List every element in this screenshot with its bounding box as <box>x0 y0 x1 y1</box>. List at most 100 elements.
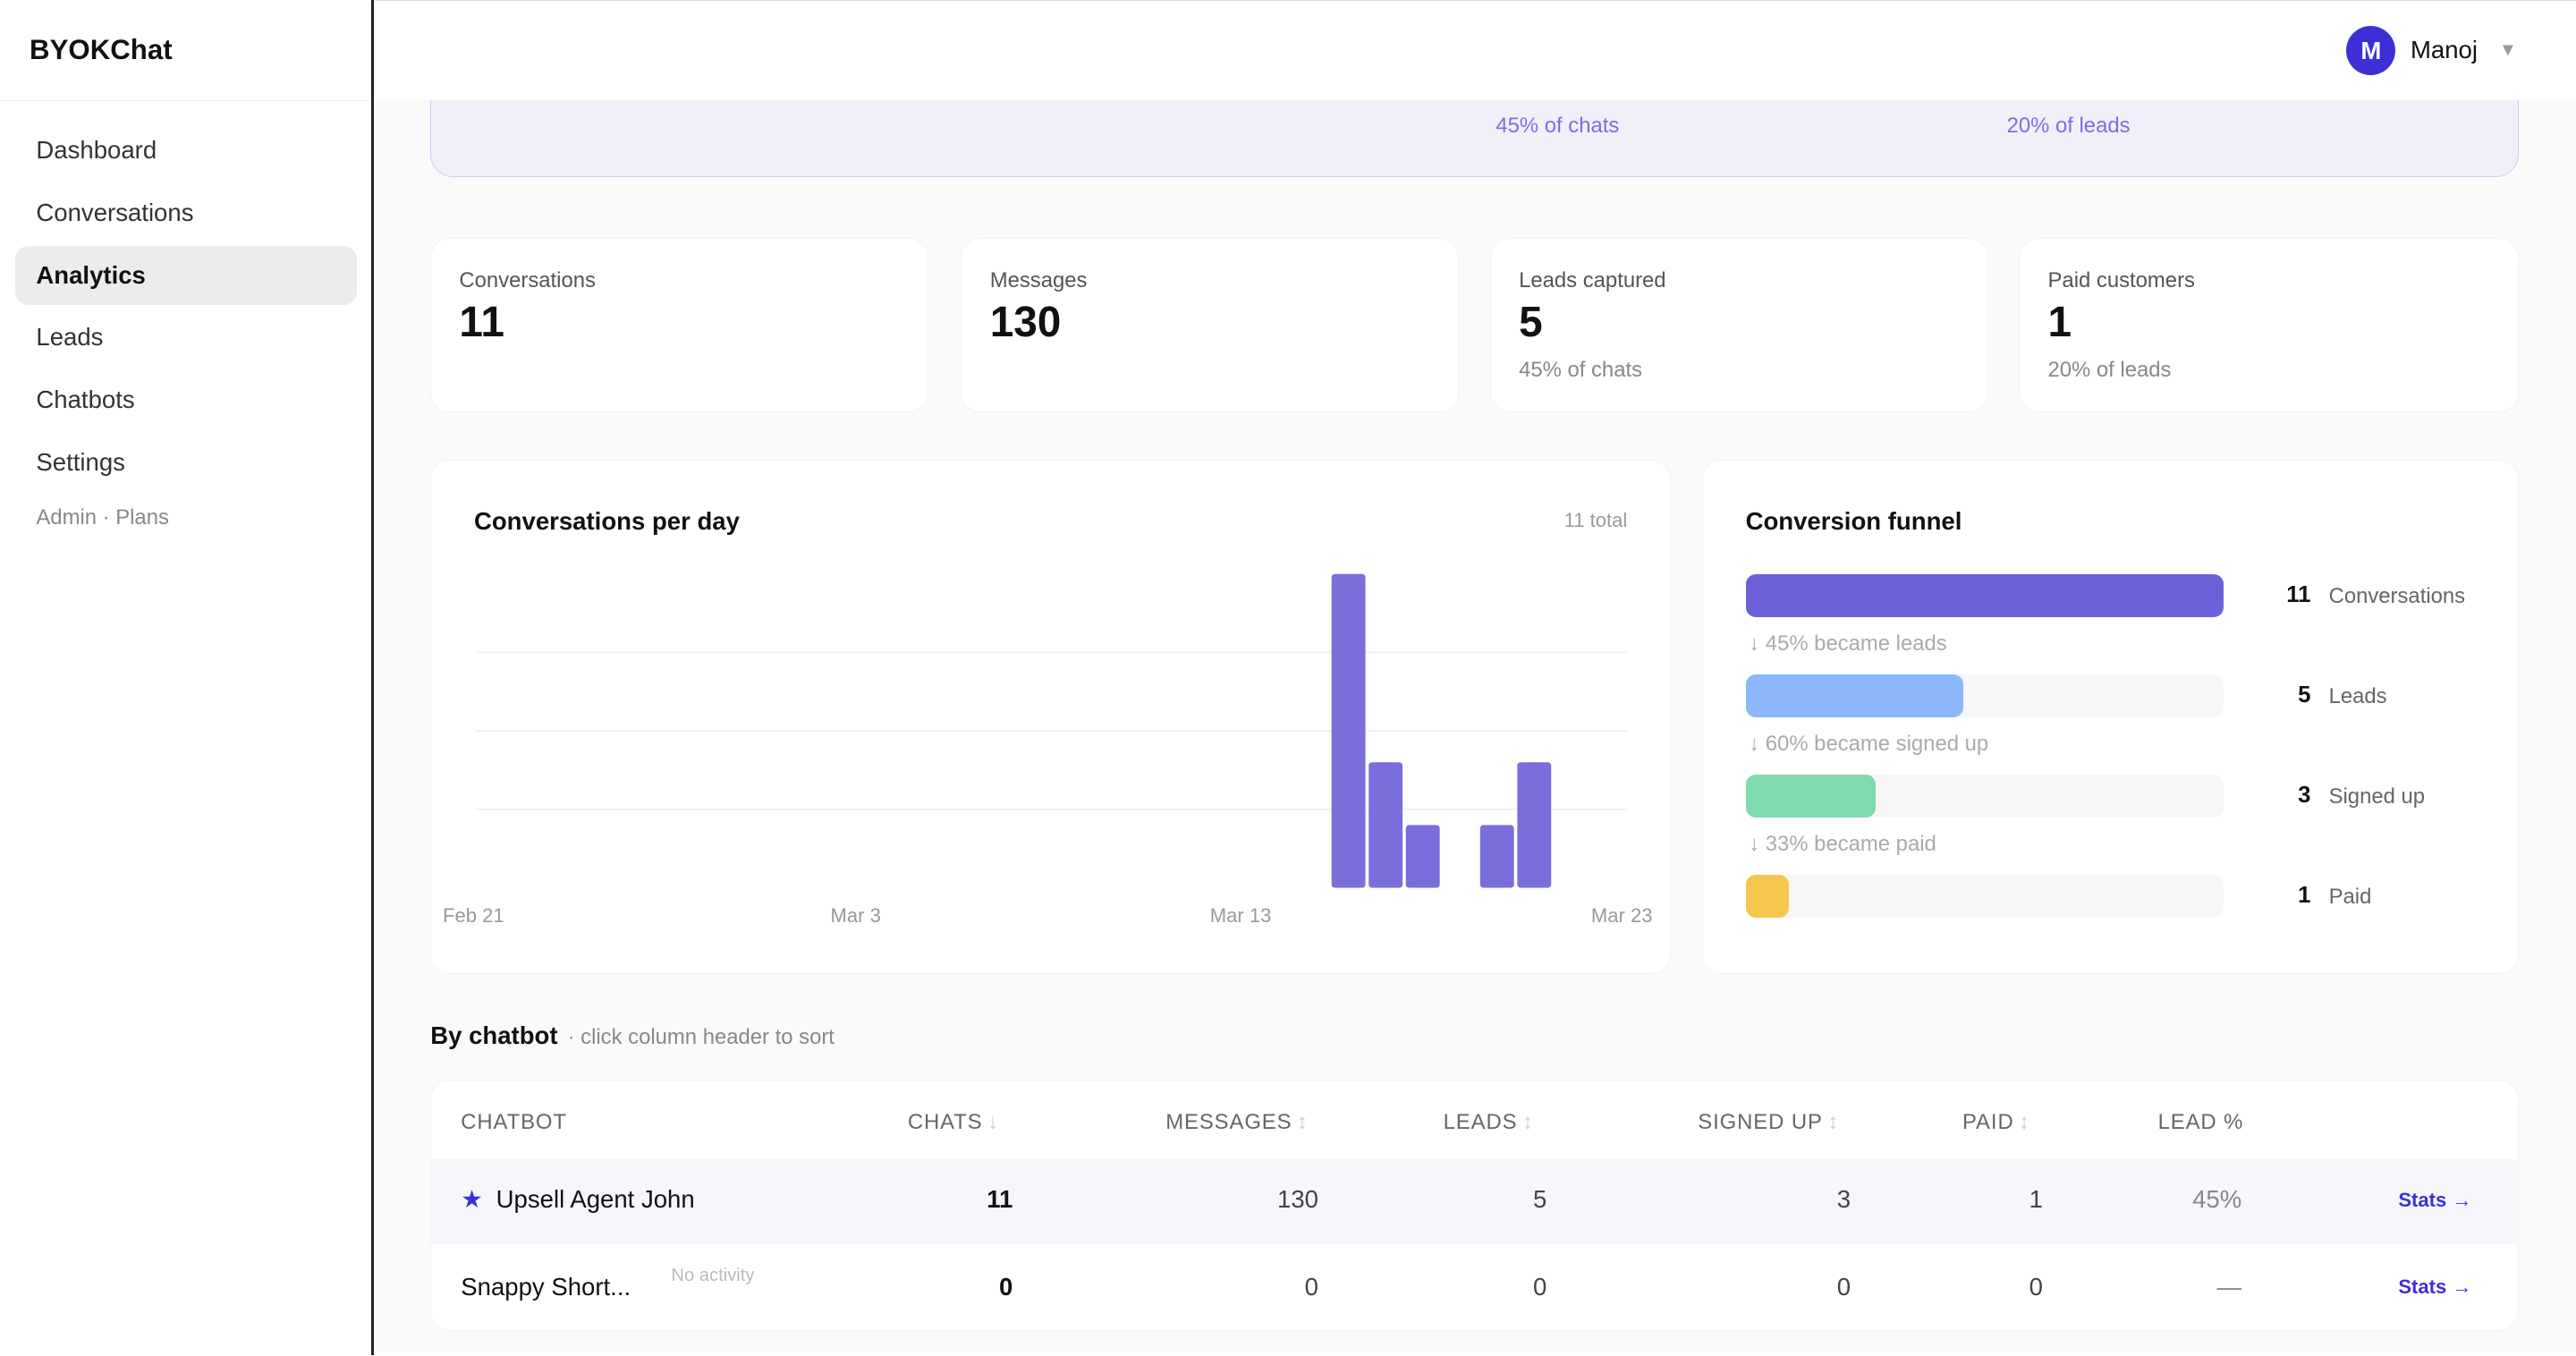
funnel-bar-fill <box>1745 674 1963 717</box>
funnel-note: ↓ 45% became leads <box>1749 631 1947 657</box>
header-label: SIGNED UP <box>1698 1109 1823 1134</box>
funnel-bar-track <box>1745 573 2224 617</box>
sidebar-item-conversations[interactable]: Conversations <box>36 198 194 226</box>
header-label: LEADS <box>1443 1109 1518 1134</box>
funnel-stage-name: Leads <box>2328 684 2387 709</box>
banner-paid-pct: 20% of leads <box>2006 113 2131 138</box>
x-tick-label: Mar 23 <box>1590 904 1653 928</box>
funnel-note: ↓ 33% became paid <box>1749 832 1936 857</box>
stats-link[interactable]: Stats → <box>2398 1188 2472 1211</box>
column-header-signed-up[interactable]: SIGNED UP ↕ <box>1698 1110 1839 1135</box>
funnel-count: 11 <box>2286 582 2311 608</box>
cell-paid: 0 <box>2029 1272 2043 1301</box>
section-title: By chatbot · click column header to sort <box>430 1021 835 1050</box>
stat-leads: Leads captured 5 45% of chats <box>1489 238 1988 413</box>
x-tick-label: Feb 21 <box>443 904 504 928</box>
cell-messages: 0 <box>1304 1272 1318 1301</box>
sort-arrow-icon: ↕ <box>1827 1109 1840 1134</box>
x-tick-label: Mar 13 <box>1209 904 1272 928</box>
chatbot-name: Snappy Short... <box>461 1272 631 1301</box>
sidebar-admin-plans[interactable]: Admin · Plans <box>36 504 169 530</box>
stats-link[interactable]: Stats → <box>2398 1275 2472 1299</box>
summary-banner: 45% of chats 20% of leads <box>430 100 2519 177</box>
chatbot-name: Upsell Agent John <box>496 1185 695 1214</box>
cell-chats: 0 <box>999 1272 1013 1301</box>
funnel-count: 1 <box>2298 883 2311 909</box>
funnel-card: Conversion funnel 11 Conversations ↓ 45% … <box>1701 460 2519 975</box>
sidebar-item-dashboard[interactable]: Dashboard <box>36 136 157 165</box>
stat-label: Paid customers <box>2047 268 2195 293</box>
funnel-stage-name: Signed up <box>2328 784 2426 809</box>
header-label: LEAD % <box>2157 1109 2244 1134</box>
user-menu[interactable]: M Manoj ▼ <box>2346 25 2517 75</box>
column-header-paid[interactable]: PAID ↕ <box>1962 1110 2030 1135</box>
no-activity-badge: No activity <box>671 1265 755 1285</box>
cell-lead-pct: — <box>2216 1272 2242 1301</box>
cell-paid: 1 <box>2029 1185 2043 1214</box>
cell-chats: 11 <box>987 1185 1013 1214</box>
funnel-bar-track <box>1745 875 2224 918</box>
table-row[interactable]: ★ Upsell Agent John 11 130 5 3 1 45% Stats → <box>431 1158 2518 1245</box>
stat-value: 11 <box>459 299 504 347</box>
bar-mar-18[interactable] <box>1405 825 1440 888</box>
chart-total: 11 total <box>1563 508 1628 531</box>
column-header-leads[interactable]: LEADS ↕ <box>1444 1110 1534 1135</box>
column-header-chatbot[interactable]: CHATBOT <box>461 1110 572 1135</box>
cell-messages: 130 <box>1277 1185 1318 1214</box>
funnel-note: ↓ 60% became signed up <box>1749 732 1989 757</box>
chatbot-name-cell: Snappy Short... <box>461 1273 631 1301</box>
bar-mar-17[interactable] <box>1368 762 1403 888</box>
stat-label: Conversations <box>459 268 596 293</box>
funnel-bar-fill <box>1745 573 2224 617</box>
table-row[interactable]: Snappy Short... No activity 0 0 0 0 0 — Stats → <box>431 1246 2518 1330</box>
funnel-stage-name: Conversations <box>2328 584 2466 609</box>
column-header-lead-[interactable]: LEAD % <box>2158 1110 2249 1135</box>
stat-conversations: Conversations 11 <box>430 238 928 413</box>
chatbot-table: CHATBOT CHATS ↓ MESSAGES ↕ LEADS ↕ SIGNED UP ↕ PA… <box>430 1079 2519 1331</box>
stat-label: Messages <box>989 268 1088 293</box>
bar-mar-16[interactable] <box>1331 573 1366 888</box>
sidebar-nav: Dashboard Conversations Analytics Leads … <box>0 101 371 560</box>
top-bar: M Manoj ▼ <box>374 0 2576 101</box>
sidebar-item-chatbots[interactable]: Chatbots <box>36 386 135 414</box>
stat-paid: Paid customers 1 20% of leads <box>2019 238 2519 413</box>
avatar: M <box>2346 25 2396 75</box>
brand-logo[interactable]: BYOKChat <box>0 0 372 102</box>
star-icon: ★ <box>461 1185 483 1214</box>
bar-mar-21[interactable] <box>1517 762 1552 888</box>
stat-messages: Messages 130 <box>961 238 1460 413</box>
column-header-chats[interactable]: CHATS ↓ <box>908 1110 999 1135</box>
cell-leads: 0 <box>1532 1272 1547 1301</box>
header-label: MESSAGES <box>1165 1109 1292 1134</box>
stat-value: 130 <box>989 299 1062 347</box>
funnel-bar-track <box>1745 674 2224 717</box>
sidebar-item-leads[interactable]: Leads <box>36 323 104 352</box>
bar-mar-20[interactable] <box>1480 825 1514 888</box>
column-header-messages[interactable]: MESSAGES ↕ <box>1165 1110 1309 1135</box>
stat-label: Leads captured <box>1519 268 1666 293</box>
cell-lead-pct: 45% <box>2192 1185 2242 1214</box>
stat-sub: 45% of chats <box>1519 357 1643 382</box>
chart-card: Conversations per day 11 total Feb 21 Ma… <box>430 460 1672 975</box>
x-tick-label: Mar 3 <box>830 904 881 928</box>
chevron-down-icon: ▼ <box>2498 39 2517 60</box>
sort-arrow-icon: ↕ <box>1296 1109 1309 1134</box>
funnel-bar-fill <box>1745 875 1790 918</box>
funnel-count: 5 <box>2298 682 2311 708</box>
stat-sub: 20% of leads <box>2047 357 2172 382</box>
funnel-bar-track <box>1745 775 2224 818</box>
sort-arrow-icon: ↕ <box>1521 1109 1534 1134</box>
sidebar-item-analytics[interactable]: Analytics <box>14 245 357 305</box>
funnel-title: Conversion funnel <box>1745 506 1962 535</box>
chatbot-name-cell: ★ Upsell Agent John <box>461 1185 694 1214</box>
sidebar-item-settings[interactable]: Settings <box>36 447 125 476</box>
stat-value: 5 <box>1519 299 1543 347</box>
header-label: PAID <box>1962 1109 2014 1134</box>
stat-value: 1 <box>2047 299 2072 347</box>
sidebar: BYOKChat Dashboard Conversations Analyti… <box>0 0 375 1356</box>
chart-title: Conversations per day <box>473 506 740 535</box>
cell-signed-up: 0 <box>1836 1272 1852 1301</box>
funnel-stage-name: Paid <box>2328 885 2372 910</box>
sort-hint: · click column header to sort <box>567 1025 835 1050</box>
